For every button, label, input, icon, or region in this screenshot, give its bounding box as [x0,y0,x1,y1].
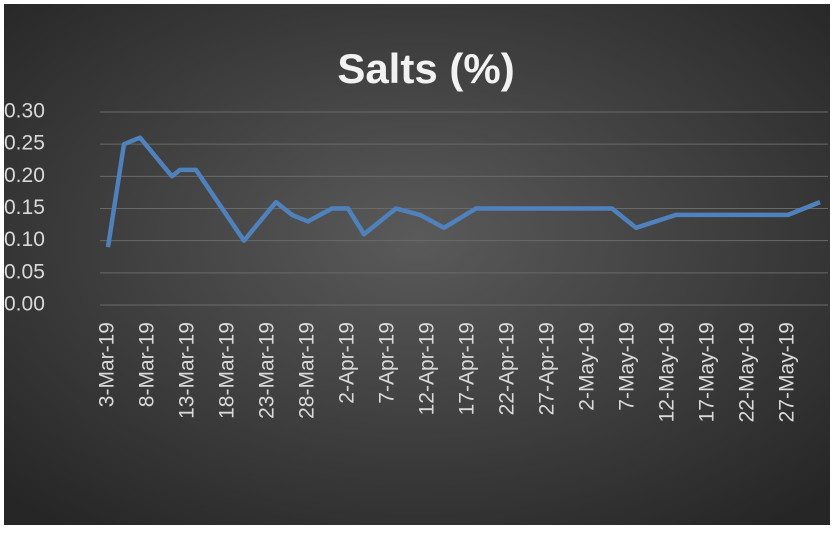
x-tick-label: 8-Mar-19 [136,322,159,407]
x-tick-label: 17-Apr-19 [456,322,479,415]
x-tick-label: 23-Mar-19 [256,322,279,419]
x-tick-label: 12-May-19 [656,322,679,422]
x-tick-label: 22-May-19 [736,322,759,422]
y-tick-label: 0.25 [4,132,45,155]
x-tick-label: 2-Apr-19 [336,322,359,404]
chart-title: Salts (%) [337,45,514,92]
y-tick-label: 0.20 [4,164,45,187]
x-tick-label: 18-Mar-19 [216,322,239,419]
x-tick-label: 28-Mar-19 [296,322,319,419]
x-tick-label: 17-May-19 [696,322,719,422]
x-tick-label: 27-May-19 [776,322,799,422]
x-tick-label: 3-Mar-19 [96,322,119,407]
y-tick-label: 0.00 [4,293,45,316]
x-tick-label: 27-Apr-19 [536,322,559,415]
y-tick-label: 0.05 [4,260,45,283]
x-tick-label: 7-May-19 [616,322,639,411]
x-tick-label: 22-Apr-19 [496,322,519,415]
y-tick-label: 0.10 [4,228,45,251]
y-tick-label: 0.15 [4,196,45,219]
x-tick-label: 7-Apr-19 [376,322,399,404]
x-tick-label: 13-Mar-19 [176,322,199,419]
chart-background [4,4,830,525]
y-tick-label: 0.30 [4,100,45,123]
x-tick-label: 12-Apr-19 [416,322,439,415]
x-tick-label: 2-May-19 [576,322,599,411]
data-line [105,135,821,248]
